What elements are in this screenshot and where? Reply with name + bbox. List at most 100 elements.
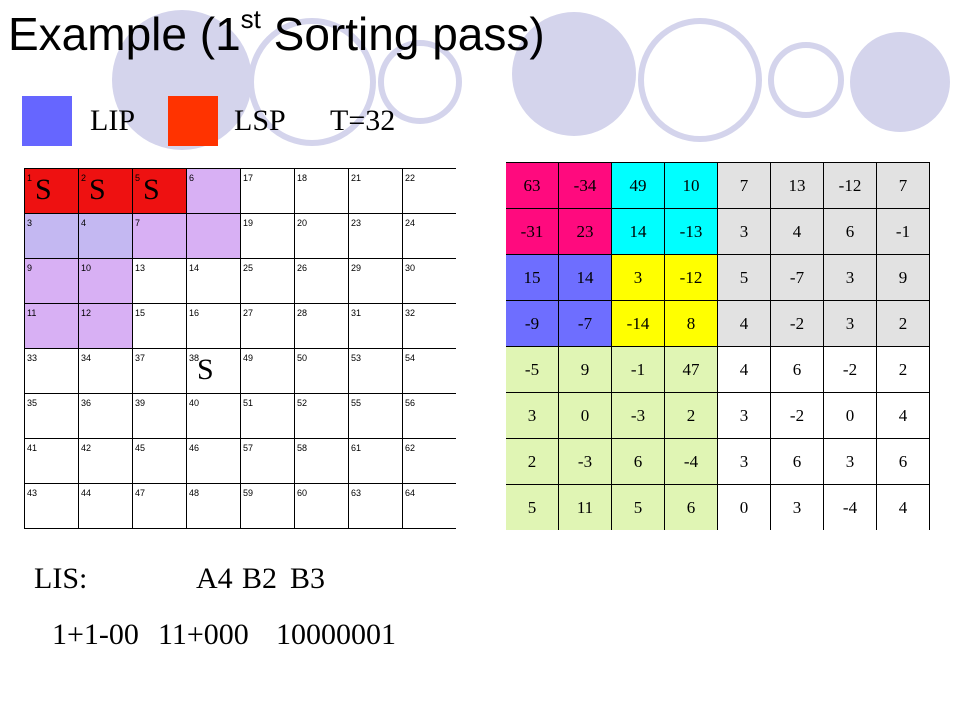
index-cell: 6: [186, 168, 241, 214]
coefficient-cell: 5: [506, 484, 559, 530]
coefficient-cell: -7: [770, 254, 824, 301]
coefficient-cell: 3: [770, 484, 824, 530]
index-cell: 57: [240, 438, 295, 484]
cell-index: 48: [189, 488, 200, 498]
cell-index: 39: [135, 398, 146, 408]
coefficient-cell: 0: [717, 484, 771, 530]
cell-index: 59: [243, 488, 254, 498]
cell-index: 33: [27, 353, 38, 363]
page-title: Example (1st Sorting pass): [8, 2, 545, 66]
coefficient-cell: 3: [717, 392, 771, 439]
coefficient-cell: 3: [823, 254, 877, 301]
cell-index: 44: [81, 488, 92, 498]
output-bits: 1+1-00: [52, 618, 139, 651]
index-cell: 64: [402, 483, 456, 529]
cell-index: 54: [405, 353, 416, 363]
cell-index: 52: [297, 398, 308, 408]
lis-item: A4: [196, 562, 233, 595]
index-cell: 35: [24, 393, 79, 439]
cell-index: 18: [297, 173, 308, 183]
index-cell: 25: [240, 258, 295, 304]
cell-index: 9: [27, 263, 33, 273]
coefficient-cell: -9: [506, 300, 559, 347]
cell-index: 4: [81, 218, 87, 228]
output-bits: 11+000: [158, 618, 249, 651]
index-cell: 13: [132, 258, 187, 304]
index-cell: 44: [78, 483, 133, 529]
cell-index: 31: [351, 308, 362, 318]
cell-index: 37: [135, 353, 146, 363]
cell-index: 63: [351, 488, 362, 498]
index-cell: 47: [132, 483, 187, 529]
index-cell: 29: [348, 258, 403, 304]
title-main: Example (1: [8, 8, 241, 60]
cell-index: 2: [81, 173, 87, 183]
coefficient-cell: 47: [664, 346, 718, 393]
coefficient-cell: 2: [506, 438, 559, 485]
index-cell: 9: [24, 258, 79, 304]
index-cell: 22: [402, 168, 456, 214]
coefficient-cell: 4: [717, 300, 771, 347]
index-cell: 11: [24, 303, 79, 349]
index-cell: 61: [348, 438, 403, 484]
cell-index: 21: [351, 173, 362, 183]
cell-index: 24: [405, 218, 416, 228]
cell-index: 49: [243, 353, 254, 363]
index-cell: 26: [294, 258, 349, 304]
cell-index: 23: [351, 218, 362, 228]
coefficient-cell: 0: [558, 392, 612, 439]
index-cell: 42: [78, 438, 133, 484]
index-cell: 20: [294, 213, 349, 259]
coefficient-cell: 23: [558, 208, 612, 255]
index-cell: 4: [78, 213, 133, 259]
coefficient-row: 5 11 5 6 0 3 -4 4: [506, 484, 930, 530]
coefficient-grid: 63 -34 49 10 7 13 -12 7 -31 23 14 -13 3 4 6 -1 15 14 3 -12 5…: [506, 162, 930, 530]
coefficient-cell: 15: [506, 254, 559, 301]
coefficient-cell: 9: [876, 254, 930, 301]
coefficient-cell: 7: [717, 162, 771, 209]
coefficient-cell: -7: [558, 300, 612, 347]
coefficient-cell: -1: [611, 346, 665, 393]
index-cell: 34: [78, 348, 133, 394]
coefficient-cell: -2: [823, 346, 877, 393]
index-cell: 7: [132, 213, 187, 259]
index-cell: 63: [348, 483, 403, 529]
cell-index: 46: [189, 443, 200, 453]
index-cell: 15: [132, 303, 187, 349]
index-cell: 36: [78, 393, 133, 439]
coefficient-cell: 6: [611, 438, 665, 485]
index-cell: 12: [78, 303, 133, 349]
index-cell: 23: [348, 213, 403, 259]
index-grid-row: 33 34 37 38 S 49 50 53 54: [24, 348, 456, 394]
index-grid-row: 11 12 15 16 27 28 31 32: [24, 303, 456, 349]
index-cell: [186, 213, 241, 259]
cell-index: 50: [297, 353, 308, 363]
coefficient-cell: 6: [823, 208, 877, 255]
index-cell: 48: [186, 483, 241, 529]
coefficient-cell: 3: [823, 438, 877, 485]
cell-index: 32: [405, 308, 416, 318]
coefficient-cell: 3: [506, 392, 559, 439]
index-cell: 21: [348, 168, 403, 214]
decorative-ring: [638, 18, 762, 142]
cell-index: 41: [27, 443, 38, 453]
cell-index: 40: [189, 398, 200, 408]
coefficient-row: 15 14 3 -12 5 -7 3 9: [506, 254, 930, 301]
index-cell: 16: [186, 303, 241, 349]
index-cell: 30: [402, 258, 456, 304]
index-cell: 3: [24, 213, 79, 259]
significance-mark: S: [89, 173, 106, 206]
coefficient-cell: 6: [770, 438, 824, 485]
coefficient-row: 63 -34 49 10 7 13 -12 7: [506, 162, 930, 209]
lsp-color-swatch: [168, 96, 218, 146]
index-cell: 18: [294, 168, 349, 214]
index-cell: 50: [294, 348, 349, 394]
coefficient-cell: 0: [823, 392, 877, 439]
cell-index: 53: [351, 353, 362, 363]
index-cell: 33: [24, 348, 79, 394]
index-cell: 19: [240, 213, 295, 259]
lip-label: LIP: [90, 104, 135, 137]
cell-index: 1: [27, 173, 33, 183]
